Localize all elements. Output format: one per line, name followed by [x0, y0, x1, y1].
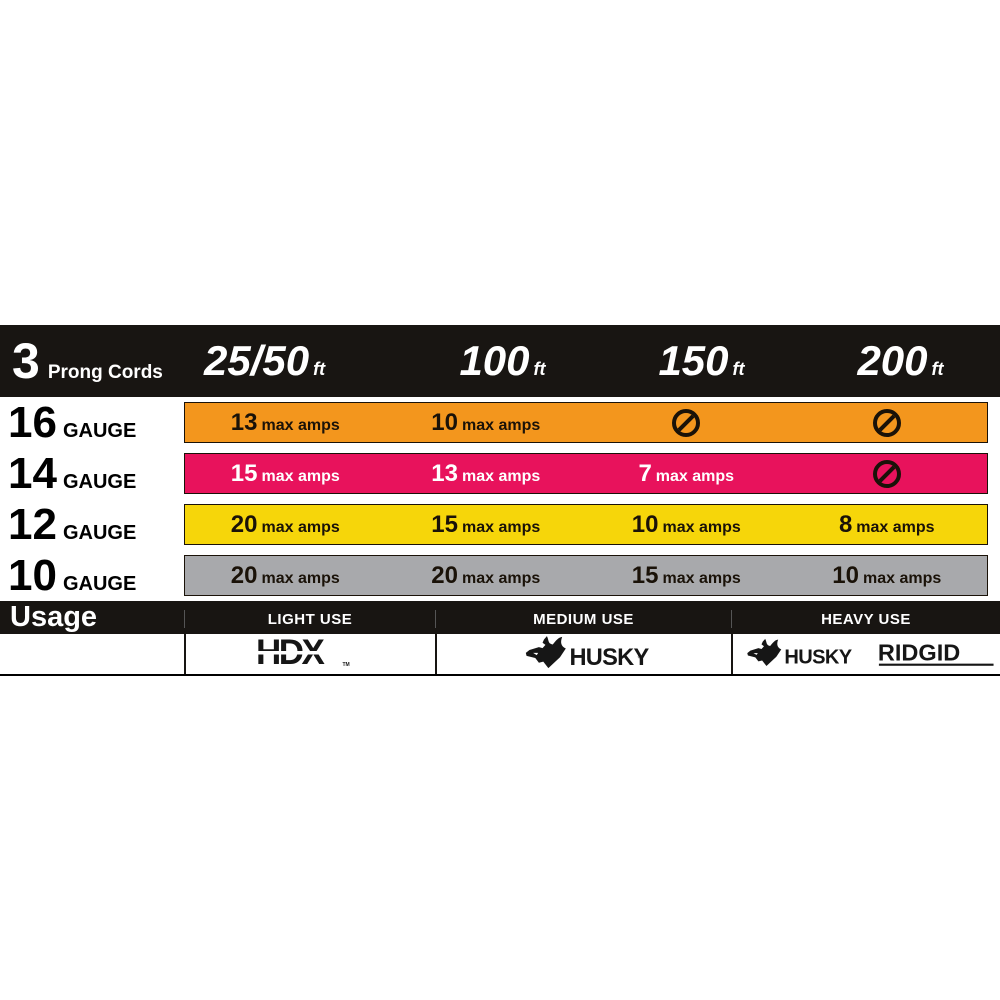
svg-text:RIDGID: RIDGID	[878, 639, 960, 665]
svg-text:TM: TM	[342, 662, 349, 668]
svg-text:HDX: HDX	[256, 634, 326, 672]
svg-text:HUSKY: HUSKY	[784, 646, 852, 668]
